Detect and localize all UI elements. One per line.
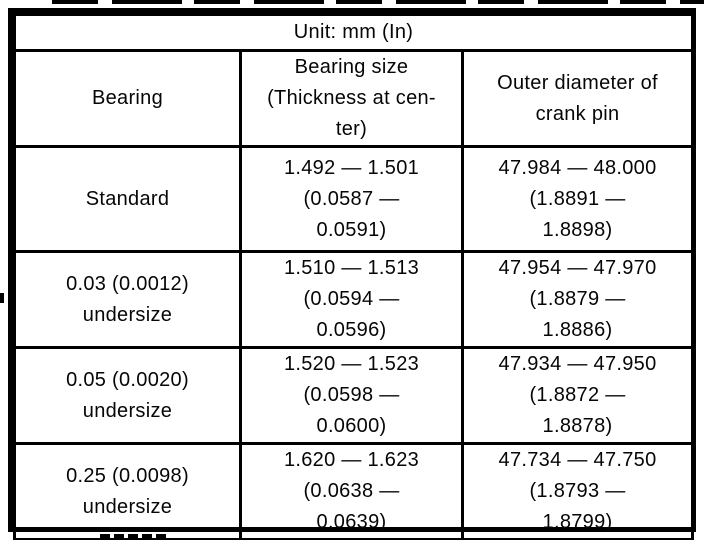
bearing-size-cell: 1.520 — 1.523 (0.0598 — 0.0600) (239, 346, 464, 445)
table-row-undersize-003: 0.03 (0.0012) undersize 1.510 — 1.513 (0… (13, 250, 695, 349)
diameter-value-line: 47.734 — 47.750 (498, 449, 657, 471)
bearing-size-header-line: Bearing size (294, 56, 409, 78)
diameter-value-line: (1.8793 — (529, 480, 626, 502)
bearing-column-header: Bearing (13, 49, 242, 148)
size-value-line: 0.0596) (316, 319, 387, 341)
bearing-size-cell: 1.510 — 1.513 (0.0594 — 0.0596) (239, 250, 464, 349)
bearing-size-cell: 1.492 — 1.501 (0.0587 — 0.0591) (239, 145, 464, 253)
spec-table: Unit: mm (In) Bearing Bearing size (Thic… (12, 13, 695, 540)
size-value-line: 1.510 — 1.513 (283, 257, 420, 279)
bearing-value-line: undersize (82, 495, 173, 518)
table-row-undersize-025: 0.25 (0.0098) undersize 1.620 — 1.623 (0… (13, 442, 695, 540)
bearing-value-line: undersize (82, 303, 173, 326)
diameter-value-line: (1.8872 — (529, 384, 626, 406)
size-value-line: (0.0598 — (303, 384, 400, 406)
table-row-undersize-005: 0.05 (0.0020) undersize 1.520 — 1.523 (0… (13, 346, 695, 445)
diameter-value-line: 1.8886) (542, 319, 613, 341)
diameter-value-line: (1.8879 — (529, 288, 626, 310)
outer-diameter-cell: 47.984 — 48.000 (1.8891 — 1.8898) (460, 145, 695, 253)
scan-artifact-left (0, 293, 4, 303)
bearing-cell: Standard (13, 145, 242, 253)
bearing-cell: 0.05 (0.0020) undersize (13, 346, 242, 445)
diameter-value-line: 47.954 — 47.970 (498, 257, 657, 279)
scan-artifact-top (52, 0, 704, 4)
diameter-value-line: 1.8878) (542, 415, 613, 437)
outer-diameter-header-line: Outer diameter of (497, 71, 658, 94)
header-row: Bearing Bearing size (Thickness at cen- … (13, 49, 695, 148)
size-value-line: 1.492 — 1.501 (283, 156, 420, 179)
outer-diameter-header-line: crank pin (535, 102, 620, 125)
size-value-line: 1.520 — 1.523 (283, 353, 420, 375)
outer-diameter-cell: 47.954 — 47.970 (1.8879 — 1.8886) (460, 250, 695, 349)
bearing-spec-table: Unit: mm (In) Bearing Bearing size (Thic… (8, 8, 696, 540)
size-value-line: 0.0591) (316, 218, 387, 241)
outer-diameter-cell: 47.734 — 47.750 (1.8793 — 1.8799) (460, 442, 695, 540)
outer-diameter-column-header: Outer diameter of crank pin (460, 49, 695, 148)
size-value-line: 0.0600) (316, 415, 387, 437)
size-value-line: (0.0638 — (303, 480, 400, 502)
bearing-header-label: Bearing (91, 87, 164, 109)
table-row-standard: Standard 1.492 — 1.501 (0.0587 — 0.0591)… (13, 145, 695, 253)
bearing-value-line: Standard (85, 187, 170, 210)
bearing-value-line: 0.05 (0.0020) (66, 368, 189, 391)
diameter-value-line: 1.8898) (542, 218, 613, 241)
unit-row: Unit: mm (In) (12, 13, 695, 52)
bearing-value-line: undersize (82, 399, 173, 422)
outer-diameter-cell: 47.934 — 47.950 (1.8872 — 1.8878) (460, 346, 695, 445)
diameter-value-line: 47.934 — 47.950 (498, 353, 657, 375)
bearing-cell: 0.03 (0.0012) undersize (13, 250, 242, 349)
diameter-value-line: 47.984 — 48.000 (498, 156, 657, 179)
unit-label: Unit: mm (In) (12, 13, 695, 52)
bearing-size-header-line: (Thickness at cen- (267, 87, 436, 109)
size-value-line: 1.620 — 1.623 (283, 449, 420, 471)
size-value-line: (0.0594 — (303, 288, 400, 310)
size-value-line: (0.0587 — (303, 187, 400, 210)
bearing-size-header-line: ter) (335, 118, 368, 140)
bearing-value-line: 0.03 (0.0012) (66, 272, 189, 295)
diameter-value-line: 1.8799) (542, 511, 613, 533)
size-value-line: 0.0639) (316, 511, 387, 533)
bearing-value-line: 0.25 (0.0098) (66, 464, 189, 487)
bearing-size-cell: 1.620 — 1.623 (0.0638 — 0.0639) (239, 442, 464, 540)
bearing-cell: 0.25 (0.0098) undersize (13, 442, 242, 540)
diameter-value-line: (1.8891 — (529, 187, 626, 210)
bearing-size-column-header: Bearing size (Thickness at cen- ter) (239, 49, 464, 148)
